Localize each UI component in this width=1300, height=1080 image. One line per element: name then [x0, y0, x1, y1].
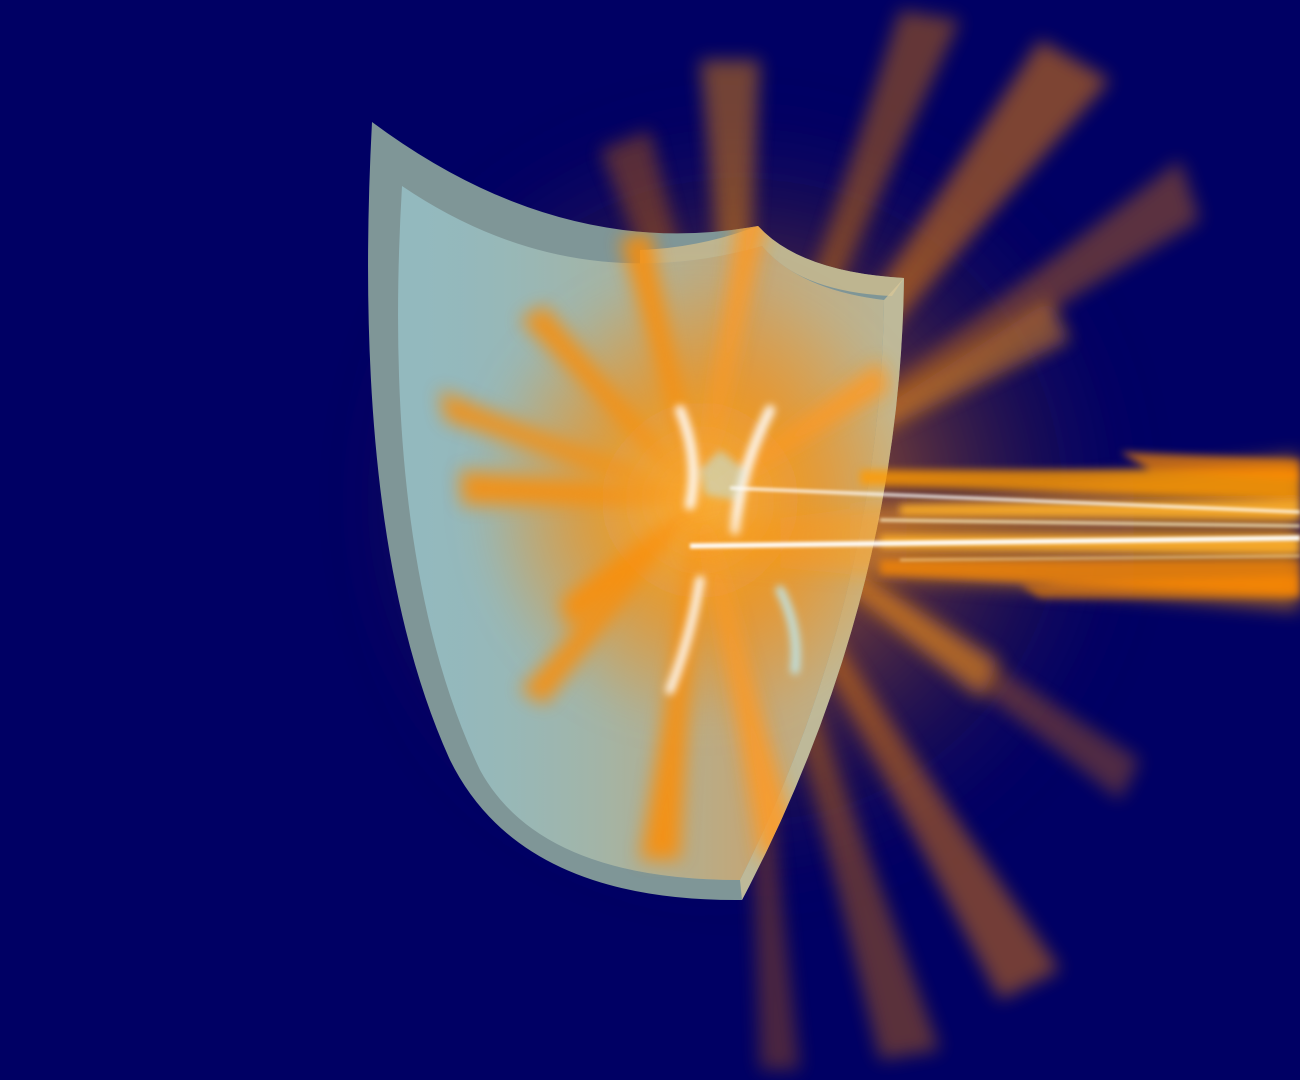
- energy-beam-icon: [680, 452, 1300, 610]
- shield-icon: [368, 122, 904, 901]
